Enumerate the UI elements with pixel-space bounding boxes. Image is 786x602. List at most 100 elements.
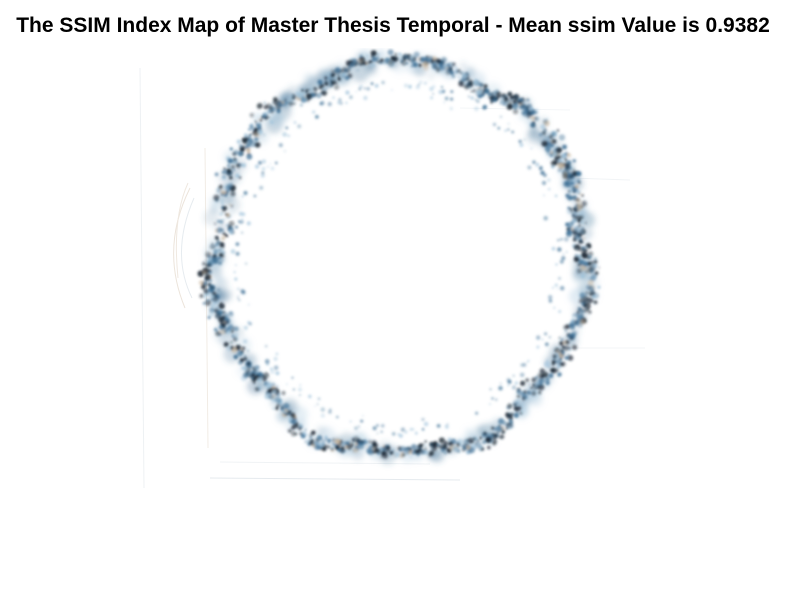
ring-speckle (458, 445, 460, 448)
ring-speckle (593, 300, 598, 305)
ring-speckle (446, 447, 452, 453)
ring-speckle (391, 449, 394, 452)
ring-speckle (239, 147, 245, 153)
ring-speckle (287, 429, 292, 433)
ring-speckle (589, 268, 594, 274)
ring-speckle (257, 126, 262, 130)
ring-speckle (386, 448, 389, 451)
ring-speckle (376, 60, 379, 63)
ring-speckle (429, 442, 433, 447)
ring-haze-blob (529, 393, 543, 407)
ring-speckle (323, 442, 326, 445)
ring-speckle (573, 195, 577, 199)
ring-speckle (553, 160, 559, 166)
ring-speckle (214, 243, 218, 247)
ring-speckle (222, 232, 226, 236)
ring-speckle (243, 356, 248, 361)
ring-haze-blob (376, 49, 387, 60)
ring-speckle (507, 426, 512, 430)
ring-speckle (585, 245, 588, 248)
ring-speckle (444, 444, 447, 447)
ring-inner-speckle (261, 166, 266, 171)
ring-speckle (325, 437, 329, 442)
ring-inner-speckle (560, 237, 563, 241)
ring-speckle (516, 410, 519, 414)
ring-inner-speckle (553, 306, 556, 309)
ring-speckle (331, 438, 336, 442)
ring-speckle (334, 67, 341, 73)
ring-speckle (420, 451, 423, 454)
ring-speckle (281, 101, 285, 104)
ring-speckle (404, 449, 410, 456)
ring-speckle (230, 204, 234, 208)
ring-speckle (409, 455, 412, 458)
ring-speckle (513, 102, 516, 105)
ring-speckle (254, 142, 261, 148)
ring-speckle (213, 248, 219, 254)
ring-inner-speckle (253, 194, 257, 198)
ring-speckle (576, 268, 582, 274)
ring-speckle (253, 381, 256, 384)
ring-speckle (236, 164, 240, 167)
ring-speckle (236, 139, 241, 144)
ring-speckle (562, 144, 567, 150)
ring-inner-speckle (449, 106, 453, 111)
ring-speckle (558, 162, 565, 169)
ring-speckle (559, 341, 564, 346)
ring-speckle (290, 431, 297, 437)
ring-inner-speckle (247, 321, 251, 325)
ring-speckle (357, 69, 359, 71)
ring-speckle (583, 299, 590, 306)
ring-speckle (327, 438, 331, 443)
ring-speckle (349, 62, 355, 68)
ring-speckle (232, 326, 235, 330)
ring-inner-speckle (381, 80, 385, 85)
ring-inner-speckle (557, 239, 560, 242)
ring-inner-speckle (314, 405, 316, 408)
ring-speckle (210, 244, 215, 249)
ring-speckle (506, 424, 509, 427)
ring-inner-speckle (499, 382, 502, 385)
ring-speckle (544, 128, 547, 131)
ring-speckle (205, 299, 212, 306)
ring-speckle (556, 129, 560, 132)
ring-speckle (576, 198, 582, 204)
ring-speckle (202, 261, 206, 266)
ring-speckle (440, 56, 448, 63)
ring-inner-speckle (235, 264, 237, 266)
ring-speckle (299, 431, 303, 436)
ring-speckle (575, 319, 581, 325)
ring-inner-speckle (438, 89, 443, 95)
ring-speckle (408, 450, 412, 455)
ring-speckle (546, 359, 549, 362)
ring-speckle (233, 157, 237, 161)
ring-inner-speckle (327, 101, 332, 107)
ring-speckle (224, 320, 226, 323)
ring-inner-speckle (336, 415, 339, 419)
ring-speckle (449, 444, 452, 447)
ring-inner-speckle (541, 170, 545, 174)
ring-speckle (473, 79, 478, 85)
ring-speckle (321, 446, 327, 452)
ring-inner-speckle (539, 167, 543, 171)
ring-speckle (246, 148, 251, 153)
ring-speckle (581, 200, 587, 207)
ring-speckle (235, 173, 240, 178)
ring-inner-speckle (415, 84, 420, 90)
ring-inner-speckle (244, 193, 247, 196)
ring-inner-speckle (234, 277, 238, 281)
ring-haze-blob (208, 264, 223, 279)
ring-speckle (545, 377, 550, 382)
ring-speckle (334, 84, 340, 90)
ring-speckle (410, 443, 418, 451)
ring-speckle (407, 58, 411, 61)
ring-speckle (577, 306, 581, 310)
ring-speckle (569, 207, 573, 211)
ring-speckle (275, 397, 282, 404)
ring-inner-speckle (541, 180, 547, 186)
ring-speckle (427, 60, 430, 63)
ring-inner-speckle (470, 96, 474, 100)
ring-speckle (228, 203, 231, 206)
ring-speckle (507, 403, 513, 409)
ring-speckle (512, 108, 519, 115)
